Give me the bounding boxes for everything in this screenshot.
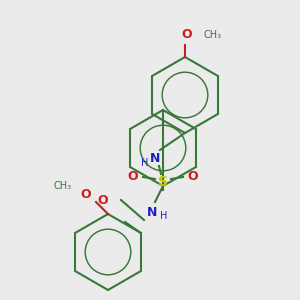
Text: N: N (150, 152, 160, 164)
Text: N: N (147, 206, 157, 218)
Text: O: O (81, 188, 91, 200)
Text: O: O (128, 170, 138, 184)
Text: CH₃: CH₃ (203, 30, 221, 40)
Text: O: O (188, 170, 198, 184)
Text: H: H (141, 158, 149, 168)
Text: H: H (160, 211, 168, 221)
Text: O: O (182, 28, 192, 41)
Text: S: S (158, 175, 168, 189)
Text: O: O (98, 194, 108, 206)
Text: CH₃: CH₃ (54, 181, 72, 191)
